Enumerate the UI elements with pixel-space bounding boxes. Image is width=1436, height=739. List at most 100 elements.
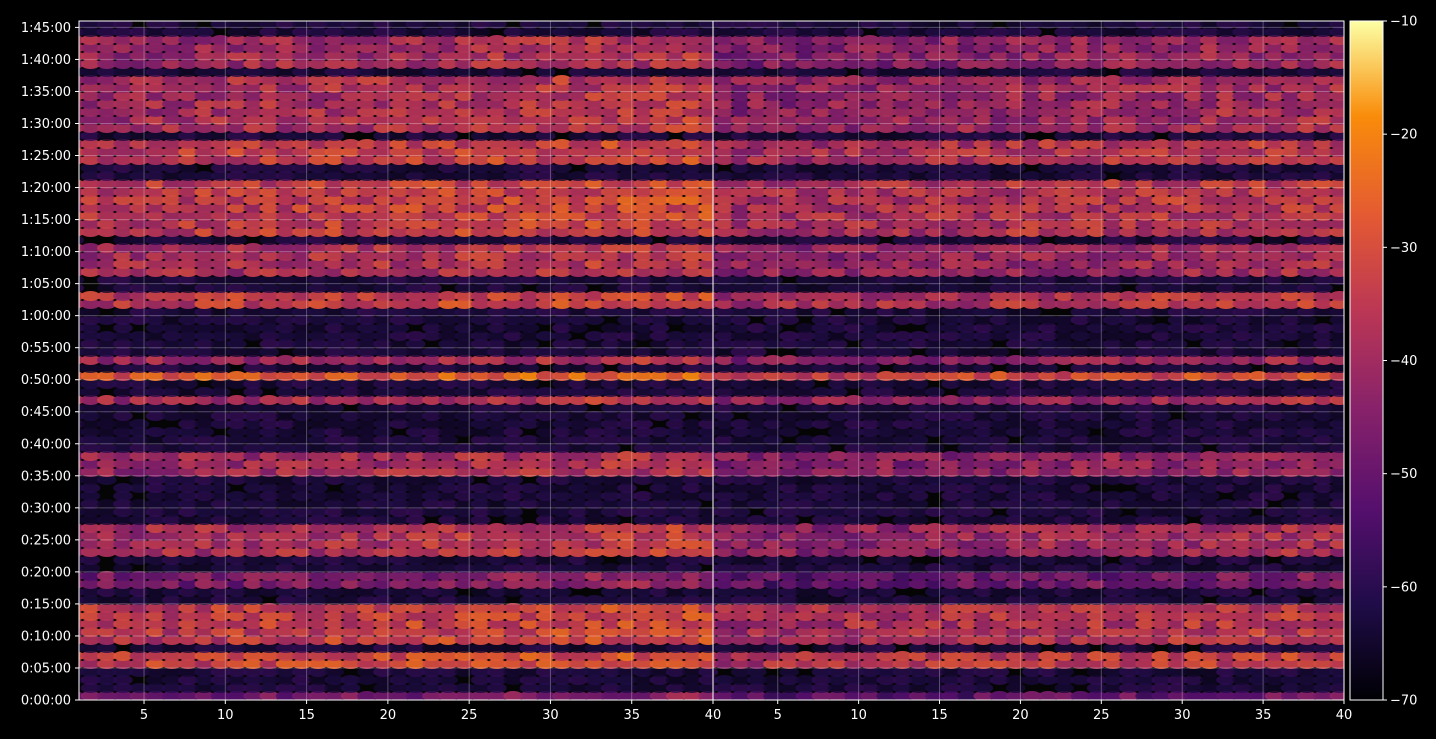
spectrogram-cell-left [292,59,312,69]
spectrogram-cell-left [519,227,540,237]
spectrogram-cell-right [925,667,945,677]
spectrogram-cell-left [503,547,523,557]
spectrogram-cell-left [340,187,361,197]
spectrogram-cell-left [503,499,523,509]
spectrogram-cell-left [405,139,426,149]
spectrogram-cell-left [227,21,247,29]
spectrogram-cell-left [682,99,702,109]
spectrogram-cell-left [243,155,263,165]
spectrogram-cell-left [145,35,166,45]
spectrogram-cell-left [259,211,280,221]
spectrogram-cell-left [275,27,296,37]
spectrogram-cell-left [243,667,263,677]
spectrogram-cell-left [113,307,133,317]
spectrogram-cell-right [860,675,880,685]
spectrogram-cell-left [600,571,621,581]
spectrogram-cell-left [665,99,686,109]
spectrogram-cell-left [389,483,410,493]
spectrogram-cell-left [487,203,507,213]
spectrogram-cell-left [324,363,345,373]
spectrogram-cell-right [714,515,735,525]
spectrogram-cell-left [535,483,556,493]
spectrogram-cell-left [454,635,475,645]
spectrogram-cell-left [227,643,247,653]
spectrogram-cell-left [129,579,150,589]
spectrogram-cell-right [1005,531,1026,541]
spectrogram-cell-left [552,291,572,301]
spectrogram-cell-left [470,179,491,189]
spectrogram-cell-left [80,379,101,389]
spectrogram-cell-left [438,635,458,645]
spectrogram-cell-left [210,643,231,653]
spectrogram-cell-right [1151,619,1172,629]
spectrogram-cell-left [487,307,507,317]
spectrogram-cell-left [617,291,637,301]
spectrogram-cell-left [194,227,215,237]
spectrogram-cell-left [178,107,198,117]
spectrogram-cell-left [552,243,572,253]
spectrogram-cell-left [129,507,150,517]
spectrogram-cell-right [1103,523,1123,533]
spectrogram-cell-left [584,643,605,653]
spectrogram-cell-left [487,235,507,245]
spectrogram-cell-left [487,59,507,69]
spectrogram-cell-right [795,611,816,621]
spectrogram-cell-left [568,21,588,29]
spectrogram-cell-left [340,579,361,589]
spectrogram-cell-left [389,259,410,269]
spectrogram-cell-left [405,59,426,69]
spectrogram-cell-left [324,467,345,477]
spectrogram-cell-left [97,403,117,413]
spectrogram-cell-left [649,547,670,557]
spectrogram-cell-left [633,531,653,541]
spectrogram-cell-left [454,531,475,541]
spectrogram-cell-left [405,179,426,189]
spectrogram-cell-left [665,475,686,485]
spectrogram-cell-left [503,363,523,373]
spectrogram-cell-left [649,179,670,189]
spectrogram-cell-left [292,411,312,421]
spectrogram-cell-left [389,571,410,581]
spectrogram-cell-left [552,619,572,629]
spectrogram-cell-left [210,43,231,53]
spectrogram-cell-left [129,355,150,365]
spectrogram-cell-left [357,515,377,525]
spectrogram-cell-left [389,379,410,389]
spectrogram-cell-left [292,107,312,117]
spectrogram-cell-left [308,195,328,205]
spectrogram-cell-right [1329,619,1344,629]
spectrogram-cell-right [779,627,799,637]
spectrogram-cell-left [178,387,198,397]
spectrogram-cell-right [925,691,945,700]
spectrogram-cell-left [487,691,507,700]
spectrogram-cell-left [600,43,621,53]
spectrogram-cell-left [633,459,653,469]
spectrogram-cell-left [324,227,345,237]
spectrogram-cell-left [698,395,713,405]
spectrogram-cell-left [470,491,491,501]
spectrogram-cell-right [1103,539,1123,549]
spectrogram-cell-right [1264,603,1285,613]
spectrogram-cell-left [243,507,263,517]
spectrogram-cell-left [275,539,296,549]
spectrogram-cell-left [584,27,605,37]
spectrogram-cell-right [876,603,896,613]
spectrogram-cell-left [568,403,588,413]
spectrogram-cell-left [340,75,361,85]
spectrogram-cell-left [162,523,182,533]
spectrogram-cell-left [617,523,637,533]
spectrogram-cell-right [1200,627,1220,637]
spectrogram-cell-left [600,275,621,285]
spectrogram-cell-right [1135,619,1155,629]
spectrogram-cell-right [1103,579,1123,589]
spectrogram-cell-left [535,395,556,405]
spectrogram-cell-left [584,227,605,237]
spectrogram-cell-left [487,507,507,517]
spectrogram-cell-left [162,131,182,141]
spectrogram-cell-left [682,339,702,349]
spectrogram-cell-left [633,515,653,525]
spectrogram-cell-left [617,555,637,565]
spectrogram-cell-right [1167,579,1188,589]
spectrogram-cell-left [178,611,198,621]
spectrogram-cell-left [178,451,198,461]
